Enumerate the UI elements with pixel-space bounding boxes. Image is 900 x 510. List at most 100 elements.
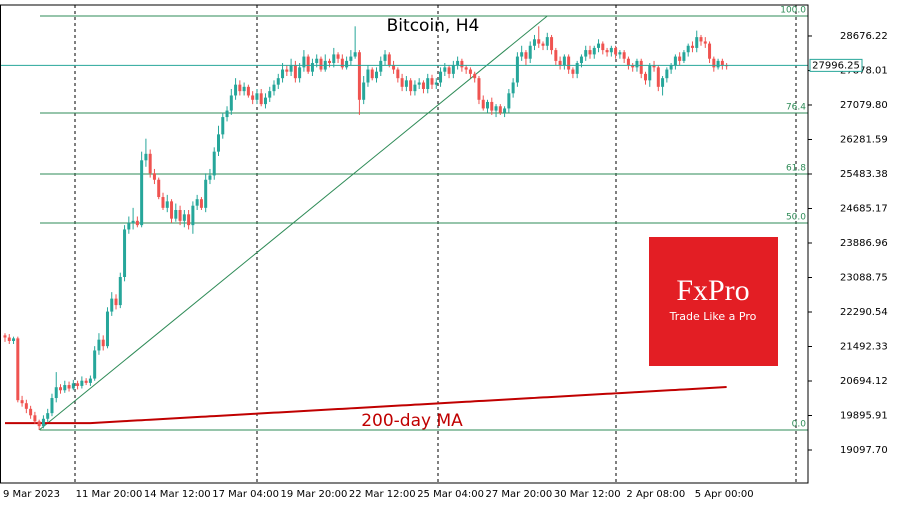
candle-body [477, 78, 481, 100]
y-tick-label: 27878.01 [840, 65, 888, 76]
candle-body [404, 80, 408, 87]
candle-body [575, 63, 579, 74]
candle-body [366, 69, 370, 83]
candle-body [690, 45, 694, 48]
candle-body [614, 47, 618, 55]
candle-body [392, 65, 396, 70]
candle-body [182, 214, 186, 221]
candle-body [498, 106, 502, 113]
candle-body [357, 52, 361, 100]
candle-body [221, 117, 225, 135]
candle-body [678, 56, 682, 61]
candle-body [537, 39, 541, 44]
candle-body [618, 52, 622, 55]
candle-body [37, 421, 41, 427]
candle-body [50, 398, 54, 414]
candle-body [281, 69, 285, 79]
candle-body [63, 385, 67, 391]
candle-body [336, 54, 340, 59]
candle-body [46, 413, 50, 419]
candle-body [54, 387, 58, 399]
candle-body [524, 52, 528, 59]
candle-body [345, 60, 349, 68]
candle-body [409, 80, 413, 92]
candle-body [251, 95, 255, 100]
plot-frame [0, 4, 809, 484]
candle-body [212, 151, 216, 176]
candle-body [520, 52, 524, 57]
candle-body [123, 229, 127, 278]
watermark-tagline: Trade Like a Pro [669, 310, 757, 323]
candle-body [370, 69, 374, 79]
candle-body [315, 58, 319, 64]
candle-body [199, 199, 203, 208]
candle-body [157, 179, 161, 198]
candle-body [699, 37, 703, 42]
candle-body [140, 160, 144, 226]
x-tick-label: 30 Mar 12:00 [554, 489, 621, 500]
candle-body [353, 52, 357, 57]
candle-body [430, 78, 434, 85]
candle-body [114, 298, 118, 306]
candle-body [503, 108, 507, 113]
candle-body [161, 197, 165, 208]
fib-label: 76.4 [786, 102, 806, 112]
x-tick-label: 17 Mar 04:00 [212, 489, 279, 500]
y-tick-label: 25483.38 [840, 169, 888, 180]
candle-body [328, 60, 332, 64]
candle-body [545, 37, 549, 46]
y-tick-label: 26281.59 [840, 134, 888, 145]
candle-body [584, 50, 588, 57]
candle-body [268, 91, 272, 98]
candle-body [592, 47, 596, 55]
y-tick-label: 19097.70 [840, 445, 888, 456]
candle-body [605, 50, 609, 53]
x-tick-label: 11 Mar 20:00 [76, 489, 143, 500]
candle-body [686, 45, 690, 53]
candle-body [80, 380, 84, 386]
candle-body [447, 67, 451, 74]
candle-body [204, 179, 208, 208]
candle-body [456, 60, 460, 66]
candle-body [528, 45, 532, 59]
candle-body [631, 65, 635, 68]
y-tick-label: 22290.54 [840, 307, 888, 318]
candle-body [263, 97, 267, 105]
x-tick-label: 19 Mar 20:00 [281, 489, 348, 500]
candle-body [229, 95, 233, 111]
candle-body [635, 60, 639, 68]
candle-body [396, 69, 400, 79]
candle-body [708, 43, 712, 59]
candle-body [105, 311, 109, 347]
candle-body [626, 58, 630, 66]
candle-body [24, 403, 28, 409]
fib-label: 50.0 [786, 212, 806, 222]
candle-body [609, 47, 613, 53]
candle-body [238, 84, 242, 92]
candle-body [332, 54, 336, 64]
candle-body [76, 383, 80, 386]
candle-body [310, 63, 314, 72]
candle-body [259, 93, 263, 105]
candle-body [302, 56, 306, 68]
fib-label: 61.8 [786, 163, 806, 173]
candle-body [669, 65, 673, 70]
candle-body [191, 205, 195, 226]
fib-trend [38, 15, 548, 431]
x-tick-label: 27 Mar 20:00 [486, 489, 553, 500]
fib-label: 0.0 [792, 420, 807, 430]
candle-body [246, 86, 250, 96]
candle-body [276, 78, 280, 85]
candle-body [29, 408, 33, 416]
candle-body [682, 52, 686, 61]
candle-body [71, 383, 75, 389]
candle-body [88, 378, 92, 383]
candle-body [644, 73, 647, 81]
candle-body [481, 99, 485, 109]
candle-body [716, 60, 720, 68]
y-tick-label: 21492.33 [840, 341, 888, 352]
candle-body [451, 65, 455, 74]
y-tick-label: 24685.17 [840, 203, 888, 214]
